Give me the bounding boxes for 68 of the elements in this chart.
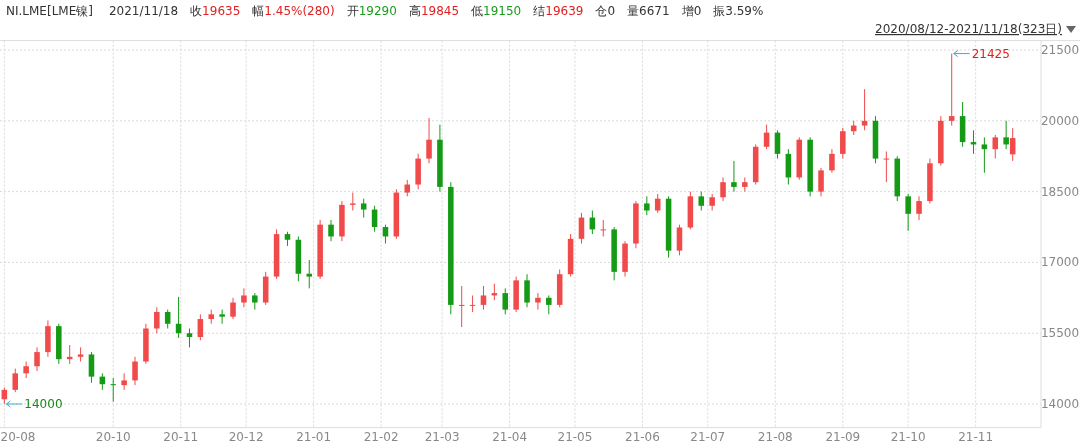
x-tick-label: 21-08	[757, 430, 793, 444]
y-tick-label: 15500	[1040, 326, 1080, 341]
candlestick	[197, 313, 204, 341]
candlestick	[88, 351, 95, 384]
x-tick-label: 21-07	[690, 430, 726, 444]
candlestick	[992, 134, 999, 160]
x-tick-label: 21-03	[424, 430, 460, 444]
y-tick-label: 20000	[1040, 113, 1080, 128]
candlestick	[110, 377, 117, 403]
candlestick	[164, 309, 171, 329]
candlestick	[709, 193, 715, 211]
candlestick	[916, 195, 922, 221]
candlestick	[840, 127, 846, 160]
y-tick-label: 18500	[1040, 184, 1080, 199]
candlestick	[905, 193, 911, 232]
candlestick	[23, 361, 29, 379]
annotation: 21425	[971, 46, 1010, 61]
candlestick	[230, 297, 236, 320]
candlestick	[241, 287, 247, 308]
x-tick-label: 20-12	[228, 430, 264, 444]
candlestick	[12, 368, 19, 393]
candlestick	[328, 219, 334, 242]
candlestick	[480, 285, 487, 311]
candlestick	[34, 346, 40, 372]
candlestick	[763, 124, 770, 150]
annotation: 14000	[24, 397, 63, 411]
x-tick-label: 20-10	[95, 430, 131, 444]
header: NI.LME[LME镍] 2021/11/18 收19635 幅1.45%(280) 开19290 高19845 低19150 结19639 仓0 量6671 增0 振3.59% 2020/08/12-2021/11/18(323日)	[6, 4, 1076, 36]
y-tick-label: 21500	[1040, 43, 1080, 58]
x-tick-label: 21-09	[825, 430, 861, 444]
x-tick-label: 21-04	[492, 430, 528, 444]
candlestick	[524, 273, 530, 308]
candlestick	[186, 327, 193, 348]
x-tick-label: 21-02	[363, 430, 399, 444]
x-tick-label: 20-08	[0, 430, 36, 444]
candlestick	[644, 195, 650, 216]
x-tick-label: 21-06	[625, 430, 660, 444]
candlestick	[306, 259, 313, 289]
candlestick	[654, 193, 661, 214]
candlestick	[426, 117, 432, 164]
annotation: 14000	[5, 397, 63, 411]
candlestick	[731, 160, 737, 193]
candlestick	[818, 167, 824, 197]
x-tick-label: 20-11	[163, 430, 199, 444]
candlestick	[1003, 120, 1009, 150]
candlestick	[720, 176, 726, 202]
candlestick	[981, 136, 988, 174]
candlestick	[829, 148, 835, 174]
x-tick-label: 21-01	[296, 430, 332, 444]
x-tick-label: 21-11	[958, 430, 994, 444]
x-tick-label: 21-10	[890, 430, 926, 444]
candlestick	[861, 88, 868, 131]
candlestick	[676, 224, 683, 256]
y-tick-label: 14000	[1040, 397, 1080, 411]
x-tick-label: 21-05	[557, 430, 593, 444]
chart-title: NI.LME[LME镍]	[6, 4, 93, 18]
y-tick-label: 17000	[1040, 255, 1080, 270]
candlestick	[121, 372, 127, 391]
candlestick	[546, 294, 552, 315]
annotation: 21425	[953, 46, 1010, 61]
candlestick	[502, 287, 509, 315]
candlestick	[535, 292, 541, 311]
candlestick	[360, 198, 367, 219]
candlestick	[132, 356, 138, 386]
candlestick	[948, 53, 955, 127]
candlestick	[154, 306, 160, 334]
candlestick	[219, 309, 225, 325]
candlestick	[698, 191, 705, 211]
